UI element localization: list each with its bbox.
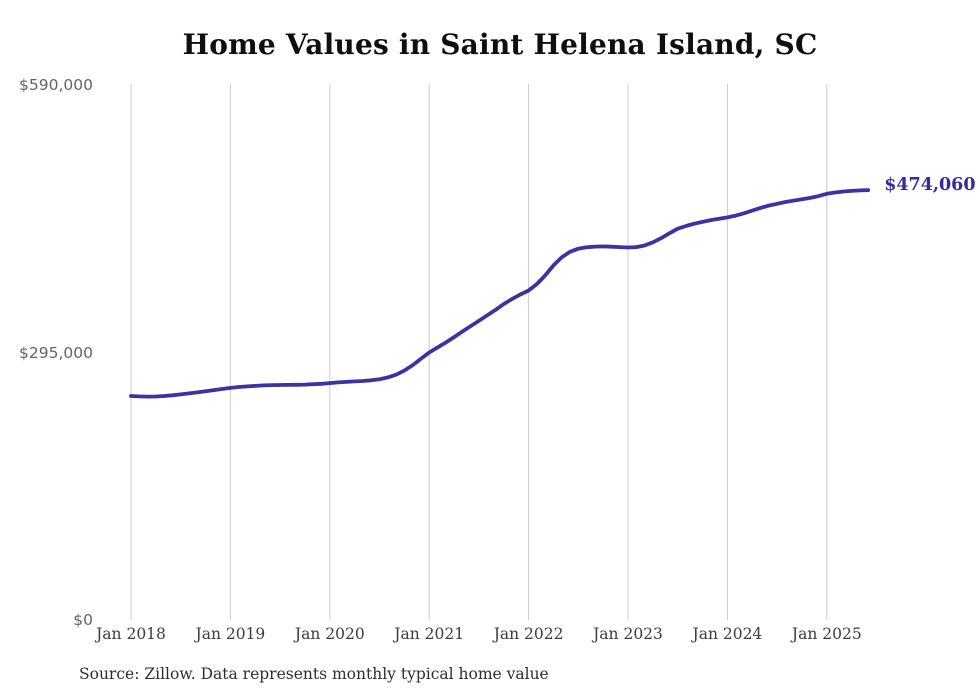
x-tick-label: Jan 2025 <box>791 625 862 643</box>
x-tick-label: Jan 2018 <box>96 625 166 643</box>
x-tick-label: Jan 2024 <box>692 625 763 643</box>
source-note: Source: Zillow. Data represents monthly … <box>79 665 549 683</box>
chart-title: Home Values in Saint Helena Island, SC <box>182 28 818 61</box>
year-gridlines <box>130 84 828 620</box>
x-tick-label: Jan 2021 <box>394 625 465 643</box>
x-tick-label: Jan 2019 <box>195 625 266 643</box>
y-tick-label-0: $0 <box>73 611 93 629</box>
x-tick-label: Jan 2023 <box>593 625 663 643</box>
x-tick-label: Jan 2020 <box>294 625 365 643</box>
latest-value-label: $474,060 <box>884 175 976 196</box>
y-tick-label-295000: $295,000 <box>19 343 93 362</box>
y-tick-label-590000: $590,000 <box>19 76 93 94</box>
x-tick-label: Jan 2022 <box>493 625 564 643</box>
home-value-line <box>129 188 871 399</box>
